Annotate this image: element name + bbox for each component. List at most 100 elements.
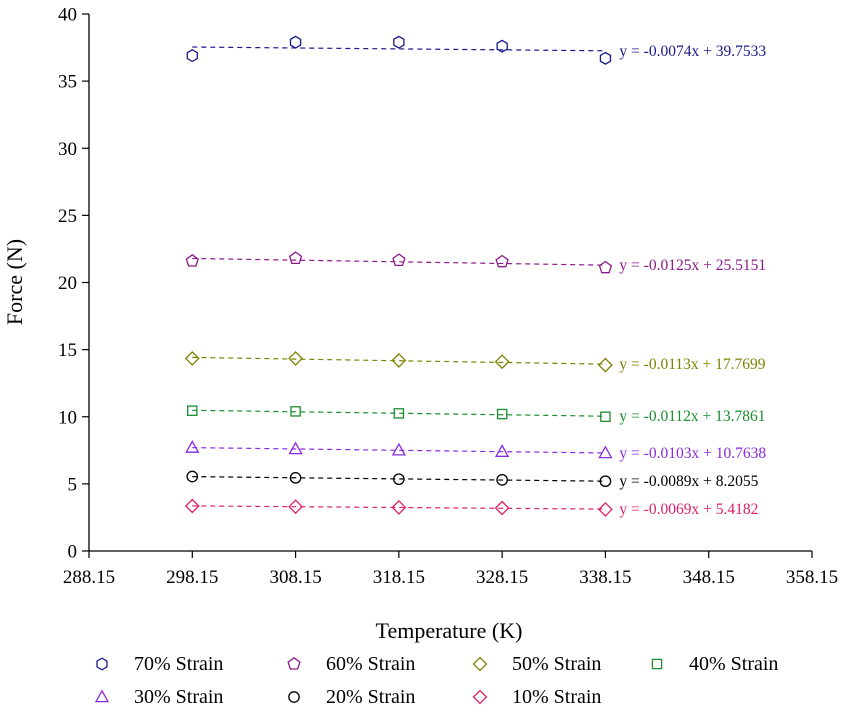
data-point (496, 39, 508, 53)
data-point (187, 405, 198, 416)
fit-equation: y = -0.0089x + 8.2055 (619, 473, 758, 490)
trend-line (192, 257, 606, 266)
x-tick-label: 358.15 (786, 567, 838, 588)
data-point (288, 350, 304, 366)
trend-line (192, 409, 606, 417)
fit-equation-labels: y = -0.0074x + 39.7533 y = -0.0125x + 25.… (619, 43, 766, 518)
fit-equation: y = -0.0113x + 17.7699 (619, 356, 765, 373)
legend-item: 40% Strain (651, 653, 778, 675)
y-axis-title: Force (N) (2, 239, 27, 325)
data-point (392, 253, 406, 267)
y-tick-label: 5 (68, 474, 78, 495)
trend-line (192, 476, 606, 482)
data-point (393, 408, 405, 419)
trend-line (192, 447, 606, 454)
y-tick-label: 15 (58, 340, 77, 361)
legend-item: 60% Strain (287, 653, 415, 675)
data-point (496, 408, 508, 420)
data-point (186, 49, 198, 63)
fit-equation: y = -0.0069x + 5.4182 (619, 501, 758, 518)
legend-marker (472, 656, 488, 672)
legend-marker (472, 689, 488, 705)
fit-equation: y = -0.0074x + 39.7533 (619, 43, 766, 60)
data-point (290, 406, 301, 417)
x-tick-label: 288.15 (63, 567, 115, 588)
series-40-strain (187, 405, 611, 422)
trend-line (192, 46, 606, 52)
legend: 70% Strain 60% Strain 50% Strain 40% Strain… (94, 653, 778, 708)
x-tick-label: 318.15 (373, 567, 425, 588)
x-tick-label: 328.15 (476, 567, 528, 588)
legend-label: 20% Strain (326, 686, 415, 708)
legend-item: 30% Strain (94, 686, 223, 708)
series-70-strain (186, 35, 612, 65)
x-tick-label: 348.15 (683, 567, 735, 588)
legend-marker (288, 691, 300, 703)
legend-marker (287, 656, 301, 670)
fit-equation: y = -0.0125x + 25.5151 (619, 257, 766, 274)
data-point (599, 51, 612, 65)
y-tick-label: 35 (58, 72, 77, 93)
data-point (494, 354, 510, 370)
y-tick-label: 40 (58, 5, 77, 26)
legend-item: 10% Strain (472, 686, 601, 708)
series-60-strain (185, 251, 613, 274)
data-point (495, 254, 509, 268)
series-layer (184, 35, 613, 517)
legend-label: 50% Strain (512, 653, 601, 675)
data-point (391, 352, 407, 368)
data-point (600, 411, 611, 422)
series-20-strain (186, 470, 612, 488)
legend-item: 70% Strain (96, 653, 223, 675)
y-tick-label: 30 (58, 139, 77, 160)
data-point (289, 35, 302, 49)
legend-label: 10% Strain (512, 686, 601, 708)
data-point (185, 440, 200, 453)
series-30-strain (185, 440, 613, 459)
data-point (496, 473, 508, 486)
trend-line (192, 356, 606, 365)
data-point (597, 501, 613, 517)
legend-item: 50% Strain (472, 653, 601, 675)
legend-label: 30% Strain (134, 686, 223, 708)
series-10-strain (184, 498, 613, 517)
data-point (288, 441, 303, 455)
legend-marker (94, 689, 110, 703)
series-50-strain (184, 350, 613, 373)
data-point (288, 251, 303, 265)
legend-marker (651, 658, 663, 670)
data-point (393, 35, 405, 49)
data-point (289, 471, 302, 484)
x-tick-label: 338.15 (579, 567, 631, 588)
x-axis-title: Temperature (K) (376, 618, 523, 643)
data-point (185, 253, 199, 267)
y-tick-label: 0 (68, 542, 78, 563)
legend-item: 20% Strain (288, 686, 415, 708)
data-point (184, 498, 200, 514)
legend-label: 70% Strain (134, 653, 223, 675)
legend-marker (96, 657, 108, 671)
fit-equation: y = -0.0103x + 10.7638 (619, 445, 766, 462)
data-point (288, 499, 304, 515)
x-tick-label: 298.15 (166, 567, 218, 588)
data-point (494, 500, 510, 516)
x-tick-label: 308.15 (269, 567, 321, 588)
y-tick-label: 10 (58, 407, 77, 428)
legend-label: 60% Strain (326, 653, 415, 675)
data-point (494, 444, 510, 457)
axes: 288.15 298.15 308.15 318.15 328.15 338.15 348.… (58, 5, 838, 589)
data-point (598, 260, 613, 274)
data-point (186, 470, 199, 483)
y-tick-label: 25 (58, 206, 77, 227)
data-point (391, 499, 407, 515)
fit-equation: y = -0.0112x + 13.7861 (619, 408, 765, 425)
data-point (391, 442, 407, 456)
data-point (598, 445, 613, 459)
y-tick-label: 20 (58, 273, 77, 294)
data-point (393, 473, 405, 486)
trend-line (192, 505, 606, 510)
data-point (599, 475, 612, 488)
legend-label: 40% Strain (689, 653, 778, 675)
data-point (597, 357, 613, 373)
